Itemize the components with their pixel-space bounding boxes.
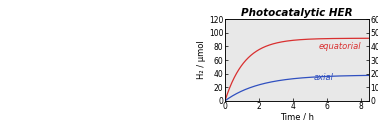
X-axis label: Time / h: Time / h	[280, 113, 314, 120]
Text: equatorial: equatorial	[318, 42, 361, 51]
Text: axial: axial	[313, 73, 333, 82]
Title: Photocatalytic HER: Photocatalytic HER	[241, 8, 353, 18]
Y-axis label: H₂ / μmol: H₂ / μmol	[197, 41, 206, 79]
